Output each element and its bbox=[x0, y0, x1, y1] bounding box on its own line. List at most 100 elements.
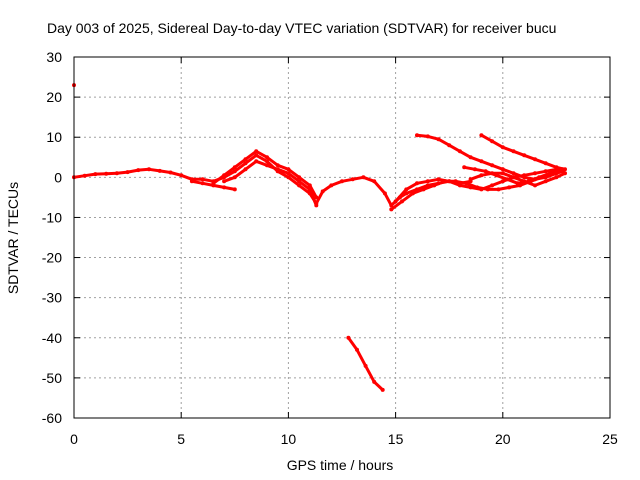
data-point bbox=[200, 181, 205, 186]
data-point bbox=[500, 167, 505, 172]
data-point bbox=[505, 177, 510, 182]
grid bbox=[74, 57, 610, 418]
data-point bbox=[340, 179, 344, 184]
data-traces bbox=[72, 83, 567, 392]
data-point bbox=[500, 145, 505, 150]
data-point bbox=[93, 172, 98, 177]
data-point bbox=[500, 171, 505, 176]
y-tick-label: -50 bbox=[42, 370, 62, 386]
data-point bbox=[468, 185, 473, 190]
data-point bbox=[222, 179, 227, 184]
data-point bbox=[243, 167, 248, 172]
data-point bbox=[275, 163, 280, 168]
data-point bbox=[543, 169, 548, 174]
x-tick-label: 15 bbox=[388, 431, 404, 447]
data-point bbox=[400, 199, 404, 204]
data-point bbox=[425, 134, 430, 139]
data-point bbox=[265, 155, 269, 160]
data-point bbox=[114, 171, 119, 176]
data-point bbox=[125, 170, 130, 175]
data-point bbox=[490, 139, 495, 144]
x-axis-label: GPS time / hours bbox=[287, 457, 394, 473]
data-point bbox=[286, 171, 291, 176]
data-point bbox=[389, 207, 394, 212]
data-point bbox=[511, 171, 516, 176]
x-tick-label: 10 bbox=[281, 431, 297, 447]
data-point bbox=[179, 173, 184, 178]
data-point bbox=[254, 159, 259, 164]
data-point bbox=[265, 159, 269, 164]
data-point bbox=[346, 335, 351, 340]
y-tick-label: 10 bbox=[46, 129, 62, 145]
data-point bbox=[243, 161, 248, 166]
data-point bbox=[533, 171, 537, 176]
data-point bbox=[286, 175, 291, 180]
y-tick-label: -10 bbox=[42, 209, 62, 225]
data-point bbox=[543, 179, 548, 184]
data-point bbox=[479, 173, 484, 178]
data-point bbox=[222, 173, 227, 178]
data-point bbox=[554, 165, 559, 170]
data-point bbox=[211, 181, 216, 186]
data-point bbox=[232, 187, 237, 192]
chart-title: Day 003 of 2025, Sidereal Day-to-day VTE… bbox=[47, 20, 556, 36]
y-tick-label: 0 bbox=[54, 169, 62, 185]
data-point bbox=[200, 177, 205, 182]
data-point bbox=[168, 170, 173, 175]
data-point bbox=[522, 153, 527, 158]
data-point bbox=[389, 203, 394, 208]
data-point bbox=[457, 149, 462, 154]
data-point bbox=[189, 179, 194, 184]
data-point bbox=[462, 165, 467, 170]
data-point bbox=[314, 195, 319, 200]
data-point bbox=[372, 179, 377, 184]
data-point bbox=[468, 177, 473, 182]
axis-ticks bbox=[73, 56, 611, 419]
data-point bbox=[421, 187, 426, 192]
data-point bbox=[500, 179, 505, 184]
data-point bbox=[479, 187, 484, 192]
data-point bbox=[232, 165, 237, 170]
series-track-3 bbox=[222, 159, 318, 207]
x-tick-label: 25 bbox=[602, 431, 618, 447]
data-point bbox=[380, 387, 385, 392]
data-point bbox=[496, 187, 501, 192]
data-point bbox=[82, 173, 87, 178]
data-point bbox=[415, 133, 419, 138]
data-point bbox=[447, 143, 452, 148]
data-point bbox=[232, 175, 237, 180]
data-point bbox=[554, 175, 559, 180]
data-point bbox=[490, 163, 495, 168]
data-point bbox=[254, 153, 259, 158]
data-point bbox=[415, 181, 419, 186]
data-point bbox=[307, 183, 312, 188]
data-point bbox=[104, 171, 109, 176]
data-point bbox=[522, 179, 527, 184]
data-point bbox=[533, 183, 537, 188]
data-point bbox=[543, 161, 548, 166]
data-point bbox=[372, 379, 377, 384]
data-point bbox=[548, 171, 552, 176]
x-tick-label: 5 bbox=[177, 431, 185, 447]
data-point bbox=[393, 199, 398, 204]
y-axis-label: SDTVAR / TECUs bbox=[5, 182, 21, 294]
data-point bbox=[507, 185, 512, 190]
y-tick-label: -60 bbox=[42, 410, 62, 426]
data-point bbox=[382, 191, 387, 196]
series-track-11 bbox=[346, 336, 385, 392]
data-point bbox=[297, 175, 302, 180]
series-track-8 bbox=[462, 165, 563, 185]
data-point bbox=[297, 179, 302, 184]
data-point bbox=[464, 181, 469, 186]
series-track-9 bbox=[479, 133, 567, 171]
data-point bbox=[147, 167, 151, 172]
y-tick-label: -30 bbox=[42, 290, 62, 306]
data-point bbox=[254, 149, 259, 154]
data-point bbox=[410, 191, 415, 196]
data-point bbox=[479, 159, 484, 164]
x-tick-label: 0 bbox=[70, 431, 78, 447]
data-point bbox=[436, 177, 441, 182]
data-point bbox=[404, 187, 409, 192]
data-point bbox=[515, 181, 520, 186]
